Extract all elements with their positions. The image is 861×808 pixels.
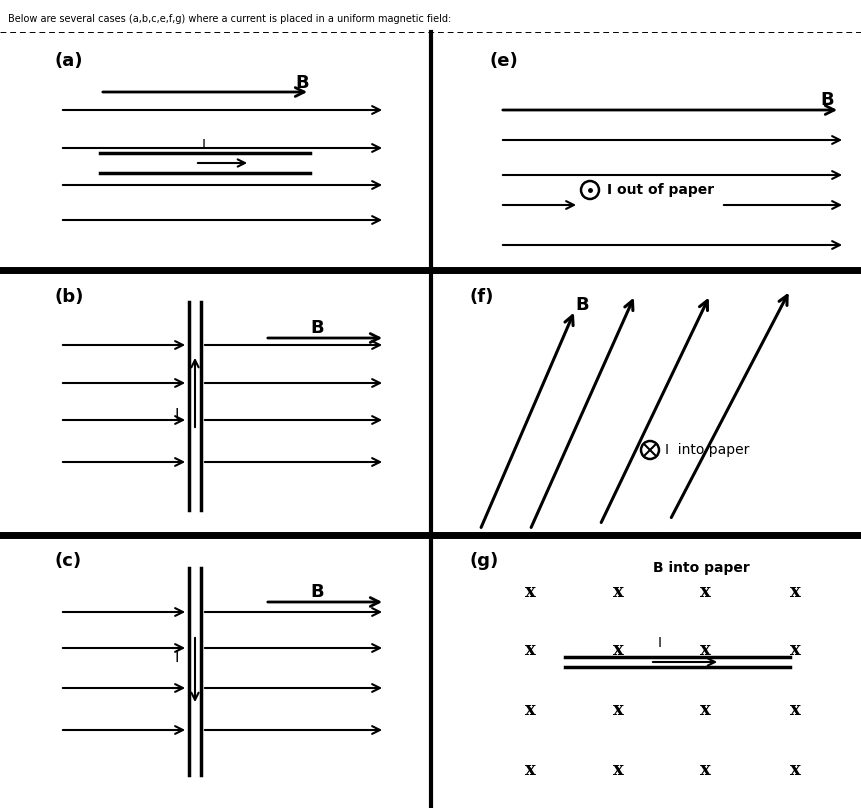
- Text: (f): (f): [469, 288, 494, 306]
- Text: I: I: [201, 138, 206, 152]
- Text: x: x: [524, 761, 535, 779]
- Text: B: B: [310, 583, 323, 601]
- Text: B: B: [819, 91, 833, 109]
- Text: x: x: [612, 761, 623, 779]
- Text: I out of paper: I out of paper: [606, 183, 713, 197]
- Text: x: x: [524, 701, 535, 719]
- Text: x: x: [612, 583, 623, 601]
- Text: (c): (c): [55, 552, 82, 570]
- Text: x: x: [789, 761, 800, 779]
- Text: x: x: [612, 701, 623, 719]
- Text: x: x: [699, 701, 709, 719]
- Text: x: x: [789, 583, 800, 601]
- Text: I  into paper: I into paper: [664, 443, 748, 457]
- Text: x: x: [699, 583, 709, 601]
- Text: x: x: [789, 641, 800, 659]
- Text: Below are several cases (a,b,c,e,f,g) where a current is placed in a uniform mag: Below are several cases (a,b,c,e,f,g) wh…: [8, 14, 450, 24]
- Text: B into paper: B into paper: [653, 561, 749, 575]
- Text: x: x: [524, 583, 535, 601]
- Text: (a): (a): [55, 52, 84, 70]
- Text: x: x: [789, 701, 800, 719]
- Text: x: x: [612, 641, 623, 659]
- Text: B: B: [310, 319, 323, 337]
- Text: I: I: [175, 650, 179, 666]
- Text: (e): (e): [489, 52, 518, 70]
- Text: B: B: [294, 74, 308, 92]
- Text: I: I: [657, 636, 661, 650]
- Text: x: x: [699, 761, 709, 779]
- Text: I: I: [175, 407, 179, 423]
- Text: x: x: [699, 641, 709, 659]
- Text: B: B: [574, 296, 588, 314]
- Text: x: x: [524, 641, 535, 659]
- Text: (g): (g): [469, 552, 499, 570]
- Text: (b): (b): [55, 288, 84, 306]
